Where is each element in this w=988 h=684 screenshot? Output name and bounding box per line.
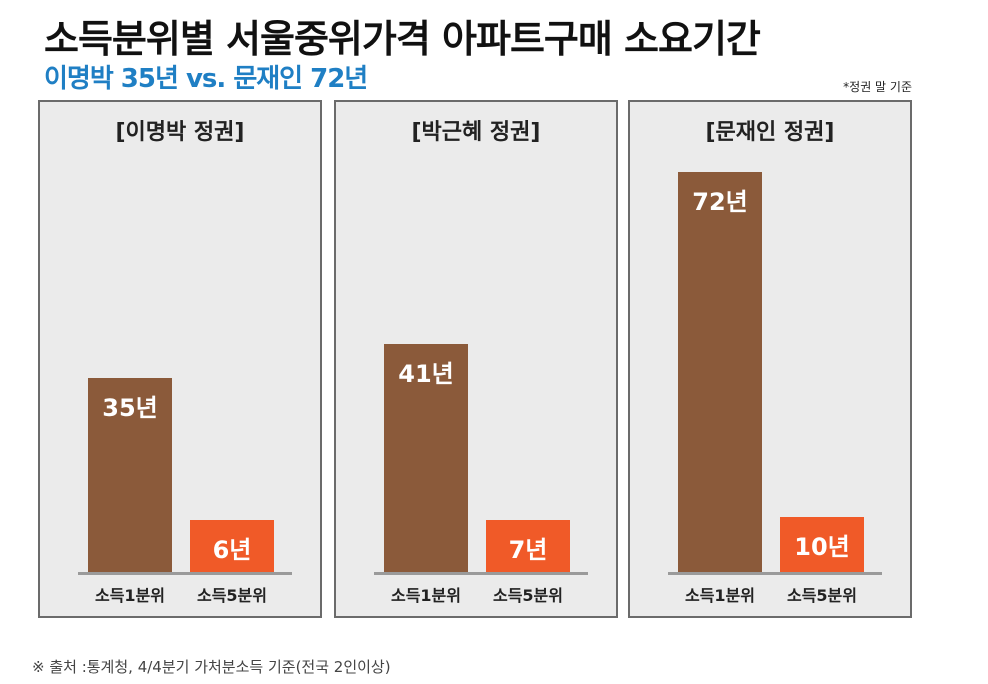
- bar-value-label: 6년: [212, 536, 252, 564]
- baseline: [78, 572, 292, 575]
- panel-title: [이명박 정권]: [115, 120, 245, 145]
- bar-income-q5: 10년: [780, 516, 864, 572]
- bar-income-q5: 6년: [190, 520, 274, 572]
- category-label: 소득5분위: [196, 586, 267, 605]
- category-label: 소득1분위: [94, 586, 165, 605]
- bar-income-q1: 35년: [88, 377, 172, 572]
- baseline: [374, 572, 588, 575]
- chart-subtitle: 이명박 35년 vs. 문재인 72년: [44, 64, 368, 94]
- bar-income-q1: 72년: [678, 172, 762, 572]
- category-label: 소득1분위: [684, 586, 755, 605]
- bar-value-label: 41년: [398, 360, 454, 389]
- panel-title: [문재인 정권]: [705, 120, 835, 145]
- bar-value-label: 10년: [794, 532, 850, 561]
- footnote-basis: *정권 말 기준: [843, 80, 912, 94]
- panel-title: [박근혜 정권]: [411, 120, 541, 145]
- source-note: ※ 출처 :통계청, 4/4분기 가처분소득 기준(전국 2인이상): [32, 658, 391, 676]
- category-label: 소득1분위: [390, 586, 461, 605]
- category-label: 소득5분위: [786, 586, 857, 605]
- chart-title: 소득분위별 서울중위가격 아파트구매 소요기간: [44, 17, 761, 61]
- bar-income-q1: 41년: [384, 344, 468, 572]
- bar-value-label: 35년: [102, 393, 158, 422]
- category-label: 소득5분위: [492, 586, 563, 605]
- baseline: [668, 572, 882, 575]
- bar-value-label: 7년: [508, 536, 548, 564]
- bar-value-label: 72년: [692, 188, 748, 217]
- bar-income-q5: 7년: [486, 520, 570, 572]
